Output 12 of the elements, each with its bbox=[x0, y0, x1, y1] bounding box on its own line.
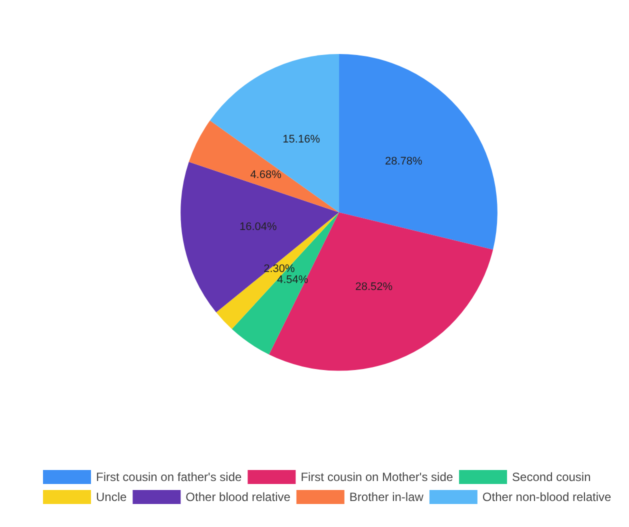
legend-label: First cousin on father's side bbox=[96, 470, 242, 484]
legend-label: Other non-blood relative bbox=[482, 490, 612, 504]
data-label: 28.78% bbox=[384, 156, 422, 168]
data-label: 15.16% bbox=[282, 133, 320, 146]
legend-label: Second cousin bbox=[512, 470, 591, 484]
data-label: 4.68% bbox=[250, 169, 282, 182]
data-label: 28.52% bbox=[355, 280, 393, 293]
legend-label: Brother in-law bbox=[349, 490, 424, 504]
legend-label: Other blood relative bbox=[186, 490, 291, 504]
legend-label: Uncle bbox=[96, 490, 128, 504]
data-label: 16.04% bbox=[239, 221, 278, 234]
legend-label: First cousin on Mother's side bbox=[300, 470, 454, 484]
